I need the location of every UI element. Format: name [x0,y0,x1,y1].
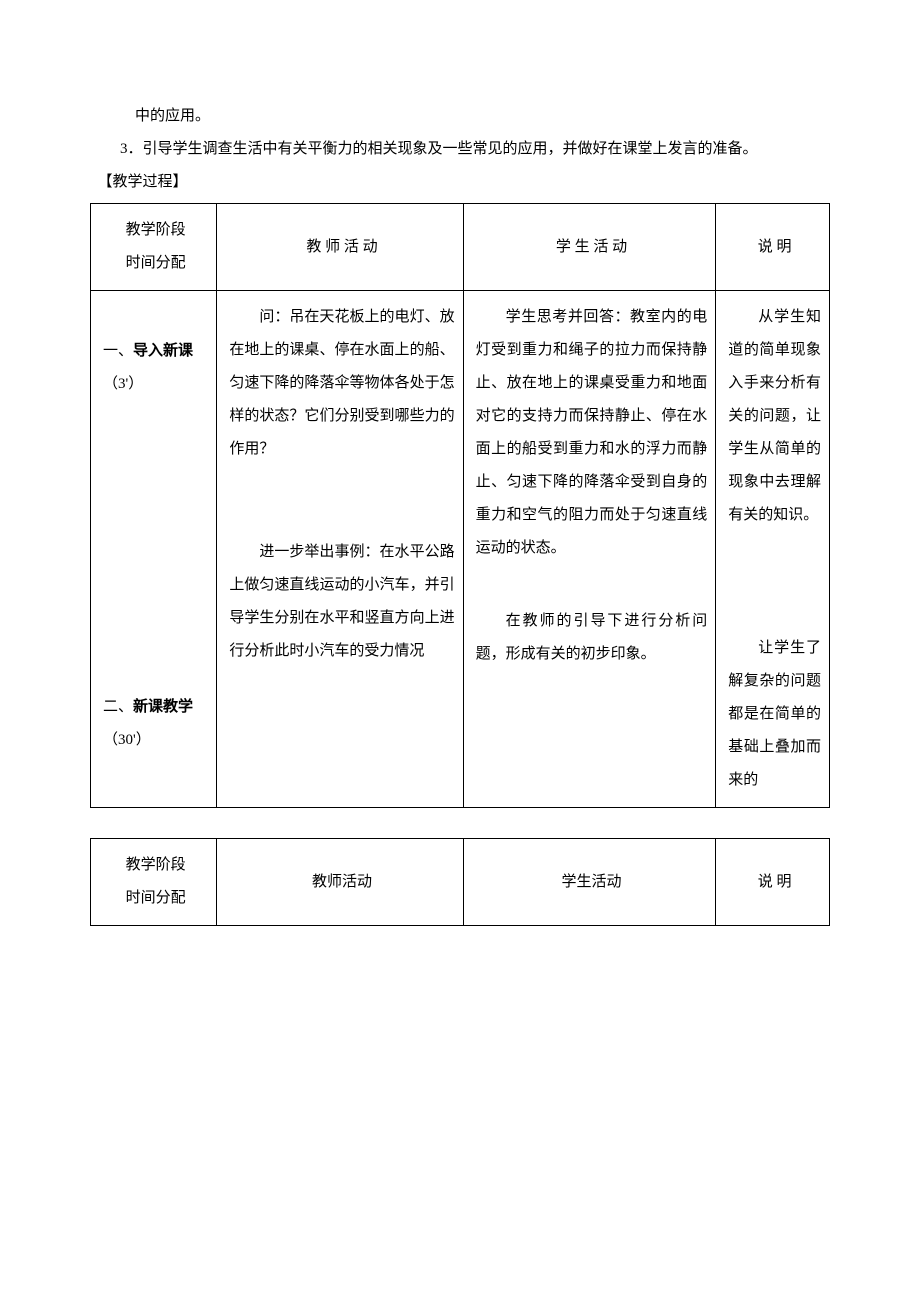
note-text-1: 从学生知道的简单现象入手来分析有关的问题，让学生从简单的现象中去理解有关的知识。 [728,301,821,532]
note-text-2: 让学生了解复杂的问题都是在简单的基础上叠加而来的 [728,632,821,797]
teacher-text-2: 进一步举出事例：在水平公路上做匀速直线运动的小汽车，并引导学生分别在水平和竖直方… [229,536,454,668]
teaching-process-table-2: 教学阶段 时间分配 教师活动 学生活动 说 明 [90,838,830,926]
header-teacher: 教 师 活 动 [217,204,463,291]
header2-phase-a: 教学阶段 [103,849,208,882]
phase-cell: 一、导入新课 （3'） 二、新课教学 （30'） [91,291,217,808]
phase2-bold: 新课教学 [133,699,193,715]
header2-student: 学生活动 [463,839,716,926]
header2-phase: 教学阶段 时间分配 [91,839,217,926]
pre-text-block: 中的应用。 3．引导学生调查生活中有关平衡力的相关现象及一些常见的应用，并做好在… [90,100,830,199]
section-label: 【教学过程】 [90,166,830,199]
note-cell-1: 从学生知道的简单现象入手来分析有关的问题，让学生从简单的现象中去理解有关的知识。… [716,291,830,808]
teacher-text-1: 问：吊在天花板上的电灯、放在地上的课桌、停在水面上的船、匀速下降的降落伞等物体各… [229,301,454,466]
pre-line1: 中的应用。 [90,100,830,133]
header2-phase-b: 时间分配 [103,882,208,915]
header-student: 学 生 活 动 [463,204,716,291]
phase1-prefix: 一、 [103,343,133,359]
header-note: 说 明 [716,204,830,291]
table2-header-row: 教学阶段 时间分配 教师活动 学生活动 说 明 [91,839,830,926]
table-row: 一、导入新课 （3'） 二、新课教学 （30'） 问：吊在天花板上的电灯、放在地上的… [91,291,830,808]
phase2-prefix: 二、 [103,699,133,715]
header-phase-a: 教学阶段 [103,214,208,247]
phase1-bold: 导入新课 [133,343,193,359]
header2-note: 说 明 [716,839,830,926]
phase1-time: （3'） [103,376,143,392]
student-text-1: 学生思考并回答：教室内的电灯受到重力和绳子的拉力而保持静止、放在地上的课桌受重力… [476,301,708,565]
header-phase: 教学阶段 时间分配 [91,204,217,291]
student-text-2: 在教师的引导下进行分析问题，形成有关的初步印象。 [476,605,708,671]
header-phase-b: 时间分配 [103,247,208,280]
teaching-process-table: 教学阶段 时间分配 教 师 活 动 学 生 活 动 说 明 一、导入新课 （3'）… [90,203,830,808]
phase2-time: （30'） [103,732,151,748]
phase2: 二、新课教学 （30'） [103,691,208,757]
pre-line2-text: 引导学生调查生活中有关平衡力的相关现象及一些常见的应用，并做好在课堂上发言的准备… [143,141,758,157]
pre-line2: 3．引导学生调查生活中有关平衡力的相关现象及一些常见的应用，并做好在课堂上发言的… [120,133,830,166]
phase1: 一、导入新课 （3'） [103,335,208,401]
table-header-row: 教学阶段 时间分配 教 师 活 动 学 生 活 动 说 明 [91,204,830,291]
section-label-text: 【教学过程】 [98,174,188,190]
header2-teacher: 教师活动 [217,839,463,926]
teacher-cell-1: 问：吊在天花板上的电灯、放在地上的课桌、停在水面上的船、匀速下降的降落伞等物体各… [217,291,463,808]
student-cell-1: 学生思考并回答：教室内的电灯受到重力和绳子的拉力而保持静止、放在地上的课桌受重力… [463,291,716,808]
pre-line2-num: 3． [120,141,143,157]
